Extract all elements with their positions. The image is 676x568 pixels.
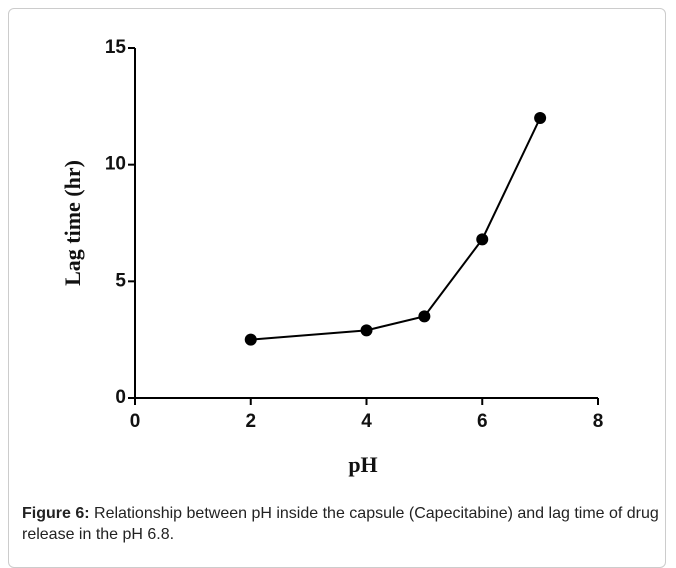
x-tick-label: 4 bbox=[361, 411, 372, 432]
y-tick-label: 0 bbox=[115, 387, 126, 408]
x-tick-label: 8 bbox=[593, 411, 604, 432]
caption-text: Relationship between pH inside the capsu… bbox=[22, 505, 659, 543]
y-tick-label: 15 bbox=[105, 37, 127, 58]
y-axis-label: Lag time (hr) bbox=[60, 160, 85, 286]
x-axis-label: pH bbox=[348, 452, 377, 477]
caption: Figure 6: Relationship between pH inside… bbox=[22, 503, 662, 545]
data-point bbox=[418, 310, 431, 323]
data-point bbox=[360, 324, 373, 337]
y-tick-label: 5 bbox=[115, 270, 126, 291]
x-tick-label: 0 bbox=[130, 411, 141, 432]
data-point bbox=[534, 112, 547, 124]
caption-label: Figure 6: bbox=[22, 505, 90, 522]
x-tick-label: 2 bbox=[245, 411, 256, 432]
y-tick-label: 10 bbox=[105, 154, 126, 175]
data-point bbox=[244, 333, 257, 346]
data-line bbox=[250, 117, 542, 341]
x-tick-label: 6 bbox=[477, 411, 488, 432]
data-point bbox=[476, 233, 489, 246]
